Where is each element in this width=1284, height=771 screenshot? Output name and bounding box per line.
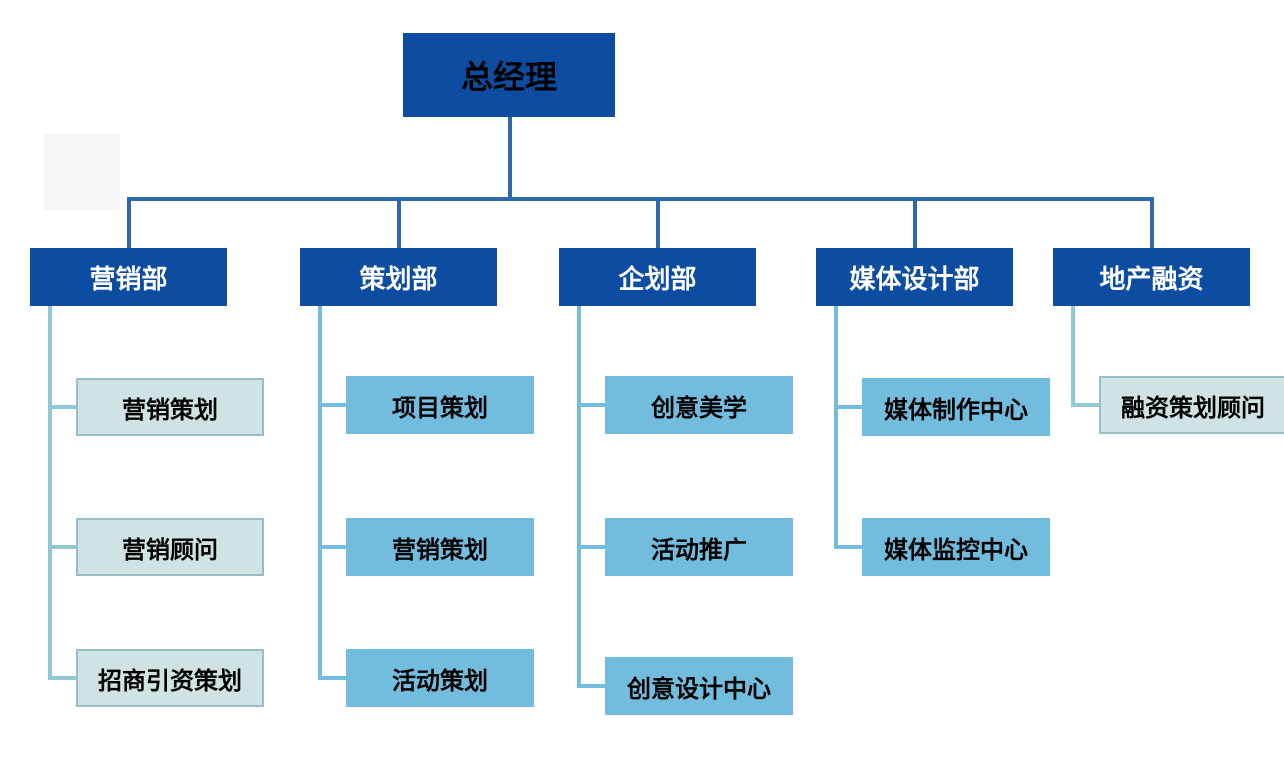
dept-finance: 地产融资 xyxy=(1053,248,1250,306)
drop-media xyxy=(913,197,917,248)
root-node-label: 总经理 xyxy=(461,52,557,98)
drop-planning xyxy=(397,197,401,248)
dept-finance-label: 地产融资 xyxy=(1099,259,1203,296)
elbow-corp_plan-0 xyxy=(577,403,605,407)
child-marketing-0-label: 营销策划 xyxy=(122,390,218,425)
child-media-1-label: 媒体监控中心 xyxy=(884,530,1028,565)
watermark-square xyxy=(44,134,120,210)
child-corp_plan-2-label: 创意设计中心 xyxy=(627,669,771,704)
elbow-planning-2 xyxy=(318,676,346,680)
child-planning-0: 项目策划 xyxy=(346,376,534,434)
drop-marketing xyxy=(127,197,131,248)
dept-marketing: 营销部 xyxy=(30,248,227,306)
elbow-corp_plan-1 xyxy=(577,545,605,549)
drop-corp_plan xyxy=(656,197,660,248)
child-planning-2-label: 活动策划 xyxy=(392,661,488,696)
elbow-marketing-2 xyxy=(48,676,76,680)
child-corp_plan-0-label: 创意美学 xyxy=(651,388,747,423)
elbow-marketing-1 xyxy=(48,545,76,549)
child-media-0-label: 媒体制作中心 xyxy=(884,390,1028,425)
spine-finance xyxy=(1071,306,1075,405)
child-planning-1: 营销策划 xyxy=(346,518,534,576)
child-corp_plan-2: 创意设计中心 xyxy=(605,657,793,715)
child-marketing-2: 招商引资策划 xyxy=(76,649,264,707)
dept-planning: 策划部 xyxy=(300,248,497,306)
spine-media xyxy=(834,306,838,547)
child-planning-0-label: 项目策划 xyxy=(392,388,488,423)
child-marketing-1-label: 营销顾问 xyxy=(122,530,218,565)
child-corp_plan-1: 活动推广 xyxy=(605,518,793,576)
child-corp_plan-0: 创意美学 xyxy=(605,376,793,434)
child-planning-1-label: 营销策划 xyxy=(392,530,488,565)
dept-media-label: 媒体设计部 xyxy=(849,259,979,296)
spine-planning xyxy=(318,306,322,678)
spine-corp_plan xyxy=(577,306,581,686)
dept-media: 媒体设计部 xyxy=(816,248,1013,306)
child-finance-0: 融资策划顾问 xyxy=(1099,376,1284,434)
dept-planning-label: 策划部 xyxy=(359,259,437,296)
elbow-media-0 xyxy=(834,405,862,409)
child-media-1: 媒体监控中心 xyxy=(862,518,1050,576)
elbow-planning-1 xyxy=(318,545,346,549)
child-finance-0-label: 融资策划顾问 xyxy=(1121,388,1265,423)
child-corp_plan-1-label: 活动推广 xyxy=(651,530,747,565)
drop-finance xyxy=(1150,197,1154,248)
dept-corp_plan: 企划部 xyxy=(559,248,756,306)
root-stem xyxy=(508,117,512,197)
child-marketing-2-label: 招商引资策划 xyxy=(98,661,242,696)
spine-marketing xyxy=(48,306,52,678)
elbow-planning-0 xyxy=(318,403,346,407)
dept-corp_plan-label: 企划部 xyxy=(618,259,696,296)
child-marketing-0: 营销策划 xyxy=(76,378,264,436)
dept-marketing-label: 营销部 xyxy=(89,259,167,296)
horizontal-bus xyxy=(128,197,1153,201)
child-planning-2: 活动策划 xyxy=(346,649,534,707)
elbow-corp_plan-2 xyxy=(577,684,605,688)
elbow-media-1 xyxy=(834,545,862,549)
child-marketing-1: 营销顾问 xyxy=(76,518,264,576)
root-node: 总经理 xyxy=(403,33,615,117)
child-media-0: 媒体制作中心 xyxy=(862,378,1050,436)
elbow-finance-0 xyxy=(1071,403,1099,407)
elbow-marketing-0 xyxy=(48,405,76,409)
